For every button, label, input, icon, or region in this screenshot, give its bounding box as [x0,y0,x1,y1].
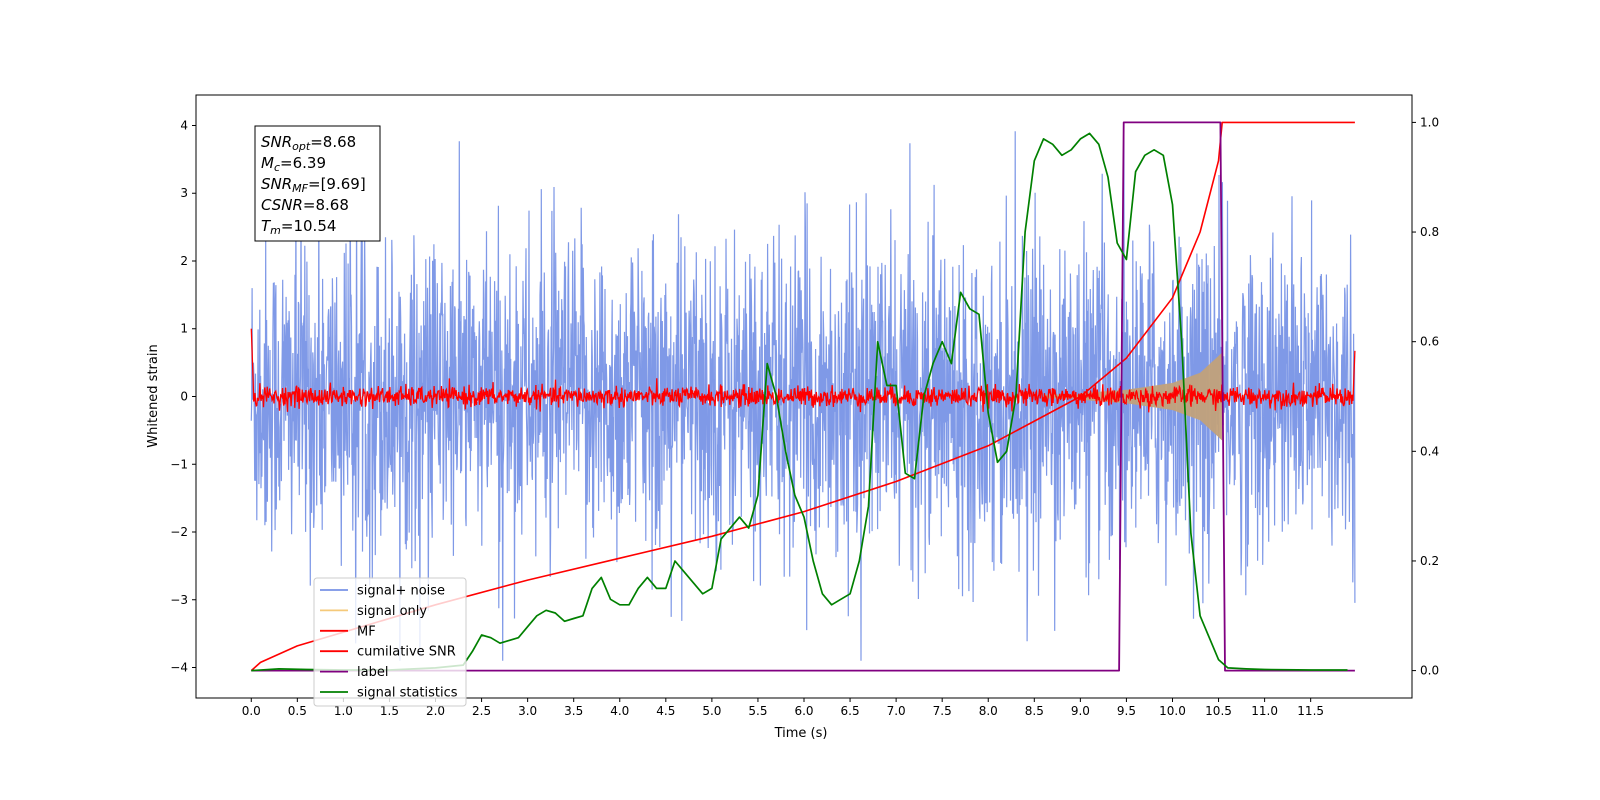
x-tick-label: 11.0 [1251,704,1278,718]
x-tick-label: 9.5 [1117,704,1136,718]
annotation-line: SNRMF=[9.69] [261,175,366,195]
x-tick-label: 10.5 [1205,704,1232,718]
x-tick-label: 10.0 [1159,704,1186,718]
right-y-axis: 0.0 0.2 0.4 0.6 0.8 1.0 [1412,115,1439,678]
legend-entry: signal+ noise [357,584,445,599]
legend-entry: label [357,665,388,680]
x-tick-label: 7.0 [887,704,906,718]
legend-frame [313,577,467,707]
legend: signal+ noise signal only MF cumilative SNR… [313,577,467,707]
x-tick-label: 8.5 [1025,704,1044,718]
annotation-frame [254,125,381,242]
series-mf [250,328,1356,413]
left-tick-label: −1 [170,457,188,471]
x-axis-label: Time (s) [774,726,828,741]
x-tick-label: 4.0 [610,704,629,718]
legend-entry: MF [357,624,376,639]
right-tick-label: 0.8 [1420,225,1439,239]
left-y-axis: −4 −3 −2 −1 0 1 2 3 4 [170,118,196,675]
x-tick-label: 5.0 [702,704,721,718]
x-tick-label: 5.5 [748,704,767,718]
x-tick-label: 1.0 [334,704,353,718]
x-tick-label: 6.0 [794,704,813,718]
y-axis-label: Whitened strain [146,344,161,447]
series-signal-noise [250,128,1356,661]
x-axis: 0.0 0.5 1.0 1.5 2.0 2.5 3.0 3.5 4.0 4.5 5.0 5.5 6.0 6… [242,698,1324,718]
annotation-line: Mc=6.39 [261,154,326,174]
annotation-line: SNRopt=8.68 [261,133,356,153]
left-tick-label: −2 [170,525,188,539]
series-label [251,121,1355,672]
left-tick-label: −3 [170,593,188,607]
x-tick-label: 1.5 [380,704,399,718]
legend-entry: signal only [357,604,427,619]
left-tick-label: 0 [180,390,188,404]
series-signal-statistics [251,132,1348,672]
x-tick-label: 2.0 [426,704,445,718]
x-tick-label: 2.5 [472,704,491,718]
right-tick-label: 0.0 [1420,664,1439,678]
x-tick-label: 9.0 [1071,704,1090,718]
x-tick-label: 0.0 [242,704,261,718]
left-tick-label: 4 [180,118,188,132]
right-tick-label: 0.2 [1420,554,1439,568]
x-tick-label: 6.5 [841,704,860,718]
x-tick-label: 11.5 [1297,704,1324,718]
left-tick-label: 1 [180,322,188,336]
right-tick-label: 1.0 [1420,115,1439,129]
left-tick-label: 3 [180,186,188,200]
annotation-line: CSNR=8.68 [261,196,349,214]
x-tick-label: 3.0 [518,704,537,718]
x-tick-label: 8.0 [979,704,998,718]
x-tick-label: 4.5 [656,704,675,718]
legend-entry: signal statistics [357,686,458,701]
left-tick-label: −4 [170,661,188,675]
x-tick-label: 0.5 [288,704,307,718]
legend-entry: cumilative SNR [357,645,456,660]
right-tick-label: 0.6 [1420,335,1439,349]
right-tick-label: 0.4 [1420,444,1439,458]
x-tick-label: 3.5 [564,704,583,718]
left-tick-label: 2 [180,254,188,268]
annotation-line: Tm=10.54 [261,217,336,237]
x-tick-label: 7.5 [933,704,952,718]
